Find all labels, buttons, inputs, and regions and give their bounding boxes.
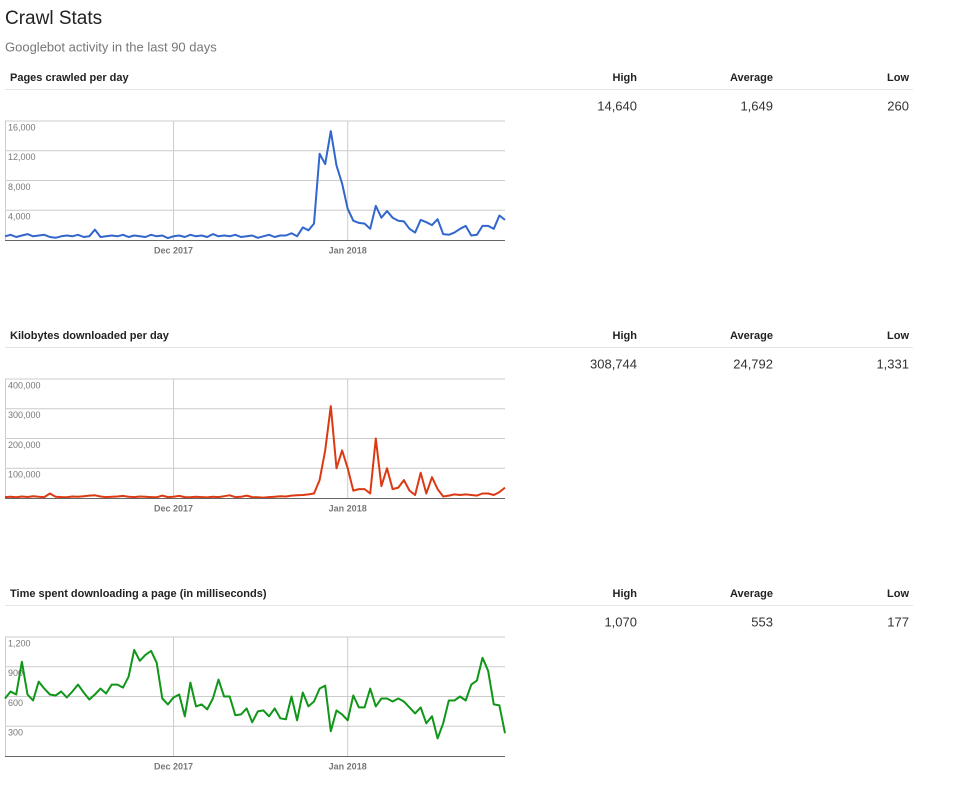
y-tick-label: 900 [8, 668, 23, 678]
y-tick-label: 4,000 [8, 212, 31, 222]
page-title: Crawl Stats [5, 8, 102, 29]
stat-label: High [613, 588, 638, 600]
x-tick-label: Dec 2017 [154, 761, 193, 771]
y-tick-label: 400,000 [8, 380, 41, 390]
stat-label: Low [887, 330, 909, 342]
data-line [4, 405, 506, 499]
y-tick-label: 300,000 [8, 410, 41, 420]
y-tick-label: 100,000 [8, 470, 41, 480]
page-subtitle: Googlebot activity in the last 90 days [5, 39, 217, 54]
y-tick-label: 16,000 [8, 122, 36, 132]
stat-label: High [613, 330, 638, 342]
stat-value: 24,792 [733, 356, 773, 371]
stat-label: Average [730, 72, 773, 84]
stat-value: 177 [887, 614, 909, 629]
x-tick-label: Dec 2017 [154, 245, 193, 255]
stat-value: 1,070 [604, 614, 637, 629]
y-tick-label: 200,000 [8, 440, 41, 450]
y-tick-label: 12,000 [8, 152, 36, 162]
stat-value: 308,744 [590, 356, 637, 371]
stat-label: Low [887, 72, 909, 84]
section-title: Pages crawled per day [10, 72, 129, 84]
x-tick-label: Jan 2018 [329, 761, 367, 771]
y-tick-label: 600 [8, 698, 23, 708]
stat-label: High [613, 72, 638, 84]
stat-label: Average [730, 588, 773, 600]
data-line [4, 648, 506, 740]
x-tick-label: Dec 2017 [154, 503, 193, 513]
x-tick-label: Jan 2018 [329, 245, 367, 255]
stat-value: 1,331 [876, 356, 909, 371]
y-tick-label: 1,200 [8, 638, 31, 648]
data-line [4, 130, 506, 240]
y-tick-label: 300 [8, 728, 23, 738]
stat-label: Low [887, 588, 909, 600]
x-tick-label: Jan 2018 [329, 503, 367, 513]
stat-value: 260 [887, 98, 909, 113]
y-tick-label: 8,000 [8, 182, 31, 192]
stat-value: 14,640 [597, 98, 637, 113]
stat-value: 553 [751, 614, 773, 629]
section-title: Time spent downloading a page (in millis… [10, 588, 267, 600]
stat-value: 1,649 [740, 98, 773, 113]
stat-label: Average [730, 330, 773, 342]
section-title: Kilobytes downloaded per day [10, 330, 170, 342]
